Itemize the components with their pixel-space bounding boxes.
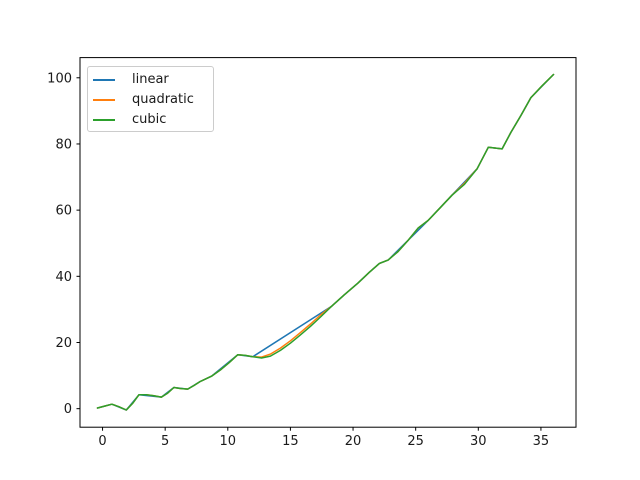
x-tick-label: 5 [161, 434, 169, 449]
x-tick-label: 30 [470, 434, 487, 449]
x-tick-label: 10 [220, 434, 237, 449]
y-tick-label: 60 [55, 204, 72, 219]
legend-entry-linear: linear [88, 70, 213, 90]
legend-label: quadratic [132, 92, 194, 107]
series-line-cubic [96, 73, 555, 411]
legend-line-swatch [93, 119, 115, 121]
legend-entry-quadratic: quadratic [88, 90, 213, 110]
legend-label: cubic [132, 112, 167, 127]
legend-entry-cubic: cubic [88, 110, 213, 130]
x-tick-label: 25 [407, 434, 424, 449]
legend: linear quadratic cubic [87, 66, 214, 132]
y-axis-ticks: 0 20 40 60 80 100 [47, 71, 80, 417]
legend-label: linear [132, 72, 169, 87]
x-tick-label: 15 [282, 434, 299, 449]
y-tick-label: 20 [55, 336, 72, 351]
y-tick-label: 0 [64, 402, 72, 417]
legend-line-swatch [93, 99, 115, 101]
y-tick-label: 40 [55, 270, 72, 285]
x-axis-ticks: 0 5 10 15 20 25 30 35 [98, 427, 549, 449]
y-tick-label: 100 [47, 71, 72, 86]
series-lines [96, 73, 555, 411]
x-tick-label: 0 [98, 434, 106, 449]
y-tick-label: 80 [55, 137, 72, 152]
legend-line-swatch [93, 79, 115, 81]
x-tick-label: 35 [533, 434, 550, 449]
x-tick-label: 20 [345, 434, 362, 449]
